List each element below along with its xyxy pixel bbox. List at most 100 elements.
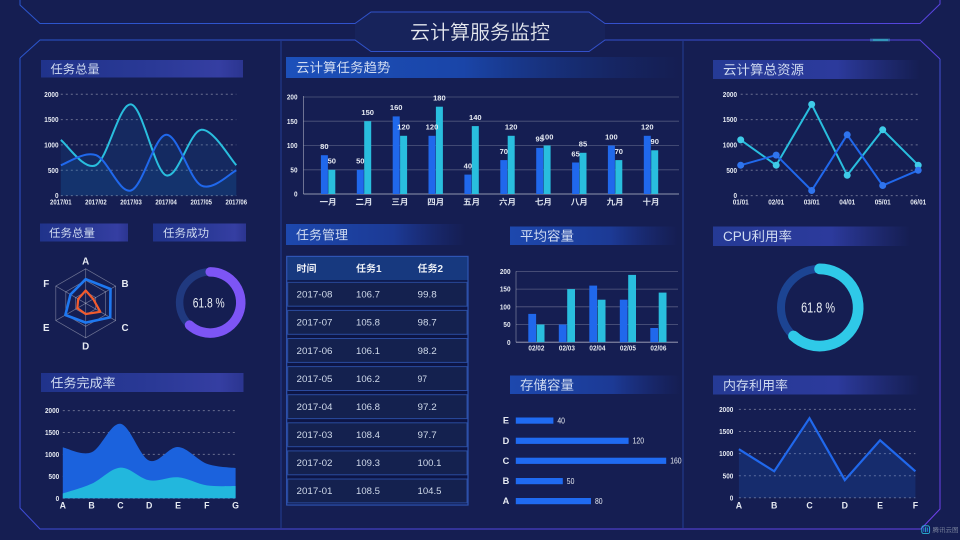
svg-text:2017-02: 2017-02: [297, 458, 333, 468]
svg-text:106.7: 106.7: [356, 290, 380, 300]
svg-text:150: 150: [500, 285, 511, 294]
svg-text:B: B: [88, 500, 94, 510]
svg-text:120: 120: [641, 123, 654, 132]
svg-text:2000: 2000: [45, 406, 59, 415]
svg-text:40: 40: [557, 416, 565, 425]
svg-text:C: C: [122, 323, 129, 334]
svg-text:F: F: [913, 500, 919, 510]
svg-text:02/01: 02/01: [768, 197, 784, 206]
svg-text:1500: 1500: [723, 115, 737, 124]
svg-text:98.7: 98.7: [418, 318, 437, 328]
svg-text:02/06: 02/06: [650, 343, 666, 352]
svg-text:70: 70: [615, 147, 623, 156]
svg-text:2017-01: 2017-01: [297, 486, 333, 496]
svg-text:2017-03: 2017-03: [297, 430, 333, 440]
svg-text:E: E: [43, 323, 50, 334]
svg-text:1000: 1000: [719, 449, 733, 458]
svg-text:100: 100: [605, 132, 618, 141]
svg-text:70: 70: [500, 147, 508, 156]
svg-text:95: 95: [536, 135, 544, 144]
svg-text:40: 40: [464, 161, 472, 170]
svg-text:C: C: [806, 500, 813, 510]
svg-text:61.8 %: 61.8 %: [193, 295, 225, 310]
svg-text:E: E: [175, 500, 181, 510]
svg-text:2000: 2000: [723, 90, 737, 99]
svg-text:180: 180: [433, 94, 446, 103]
svg-text:2: 2: [438, 264, 444, 275]
svg-text:0: 0: [507, 338, 511, 347]
svg-text:02/02: 02/02: [528, 343, 544, 352]
svg-text:2017-08: 2017-08: [297, 290, 333, 300]
svg-text:98.2: 98.2: [418, 346, 437, 356]
svg-text:150: 150: [361, 108, 374, 117]
svg-text:106.1: 106.1: [356, 346, 380, 356]
svg-text:1500: 1500: [719, 427, 733, 436]
svg-text:B: B: [503, 476, 510, 486]
svg-text:D: D: [842, 500, 848, 510]
svg-text:0: 0: [56, 494, 60, 503]
svg-text:02/04: 02/04: [589, 343, 605, 352]
svg-text:50: 50: [328, 157, 336, 166]
svg-text:0: 0: [55, 191, 59, 200]
svg-text:105.8: 105.8: [356, 318, 380, 328]
svg-text:E: E: [503, 416, 509, 426]
svg-text:85: 85: [579, 140, 587, 149]
svg-text:500: 500: [726, 166, 737, 175]
svg-text:CPU: CPU: [723, 229, 752, 244]
svg-text:2017/01: 2017/01: [50, 197, 72, 206]
svg-text:A: A: [736, 500, 743, 510]
svg-text:50: 50: [567, 477, 575, 486]
svg-text:2017/02: 2017/02: [85, 197, 107, 206]
svg-text:2017/06: 2017/06: [226, 197, 248, 206]
svg-text:108.4: 108.4: [356, 430, 380, 440]
svg-text:C: C: [117, 500, 124, 510]
svg-text:1000: 1000: [45, 450, 59, 459]
svg-text:0: 0: [730, 493, 734, 502]
svg-text:50: 50: [290, 165, 297, 174]
svg-text:160: 160: [670, 457, 682, 466]
svg-text:G: G: [232, 500, 239, 510]
svg-text:97: 97: [418, 374, 428, 384]
svg-text:80: 80: [595, 497, 603, 506]
svg-text:106.2: 106.2: [356, 374, 380, 384]
svg-text:100.1: 100.1: [418, 458, 442, 468]
svg-text:50: 50: [503, 320, 510, 329]
svg-text:06/01: 06/01: [910, 197, 926, 206]
svg-text:99.8: 99.8: [418, 290, 437, 300]
svg-text:97.2: 97.2: [418, 402, 437, 412]
svg-text:2017/03: 2017/03: [120, 197, 142, 206]
svg-text:108.5: 108.5: [356, 486, 380, 496]
svg-text:2000: 2000: [719, 405, 733, 414]
svg-text:160: 160: [390, 103, 403, 112]
svg-text:1500: 1500: [45, 428, 59, 437]
svg-text:2017/05: 2017/05: [190, 197, 212, 206]
svg-text:A: A: [503, 496, 510, 506]
svg-text:F: F: [204, 500, 210, 510]
svg-text:2017-06: 2017-06: [297, 346, 333, 356]
svg-text:106.8: 106.8: [356, 402, 380, 412]
svg-text:80: 80: [320, 142, 328, 151]
svg-text:E: E: [877, 500, 883, 510]
svg-text:200: 200: [287, 93, 298, 102]
svg-text:97.7: 97.7: [418, 430, 437, 440]
svg-text:1000: 1000: [723, 141, 737, 150]
svg-text:1: 1: [376, 264, 382, 275]
svg-text:120: 120: [505, 123, 518, 132]
svg-text:D: D: [146, 500, 152, 510]
svg-text:150: 150: [287, 117, 298, 126]
svg-text:100: 100: [541, 132, 554, 141]
svg-text:0: 0: [733, 191, 737, 200]
svg-text:D: D: [82, 341, 89, 352]
svg-text:C: C: [503, 456, 510, 466]
svg-text:A: A: [82, 256, 89, 267]
svg-text:104.5: 104.5: [418, 486, 442, 496]
svg-text:90: 90: [651, 137, 659, 146]
svg-text:500: 500: [723, 471, 734, 480]
svg-text:2017-07: 2017-07: [297, 318, 333, 328]
svg-text:F: F: [43, 279, 49, 290]
svg-text:A: A: [60, 500, 67, 510]
svg-text:01/01: 01/01: [733, 197, 749, 206]
svg-text:50: 50: [356, 157, 364, 166]
svg-text:2000: 2000: [44, 90, 58, 99]
svg-text:120: 120: [426, 123, 439, 132]
